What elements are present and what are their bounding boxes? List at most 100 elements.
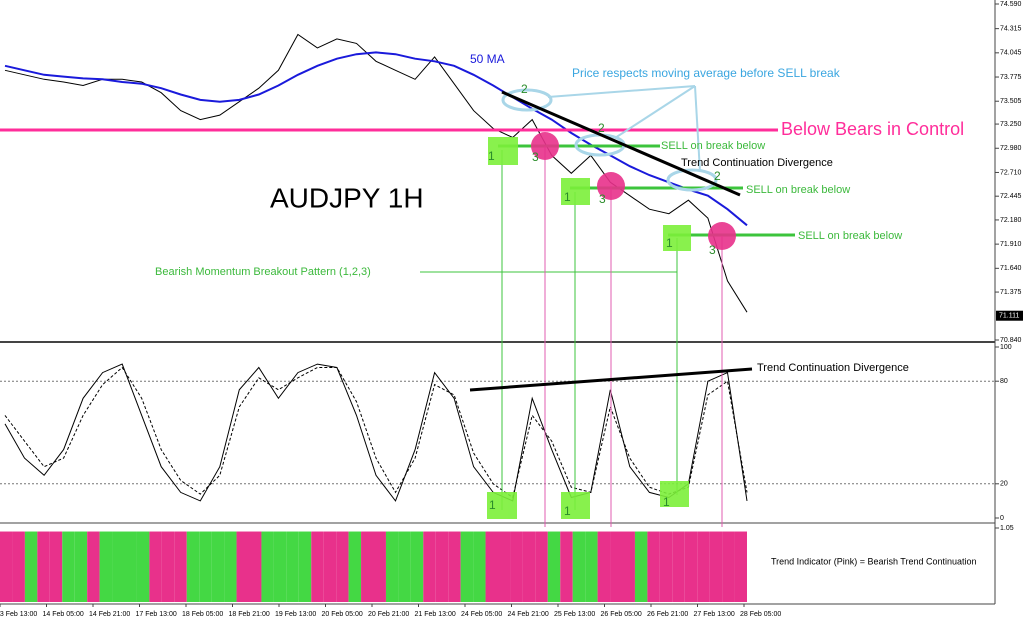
x-tick-label: 26 Feb 05:00	[601, 611, 642, 618]
x-tick-label: 27 Feb 13:00	[694, 611, 735, 618]
point-label: 1	[488, 149, 495, 163]
vertical-markers	[501, 150, 678, 510]
trend-bar	[385, 531, 399, 602]
trend-bar	[634, 531, 648, 602]
trend-bar	[37, 531, 50, 602]
annotation: SELL on break below	[661, 140, 765, 152]
trend-bar	[709, 531, 723, 602]
trend-bar	[510, 531, 523, 602]
trend-bar	[423, 531, 436, 602]
point-label: 2	[521, 82, 528, 96]
x-tick-label: 14 Feb 05:00	[43, 611, 84, 618]
annotation: Trend Indicator (Pink) = Bearish Trend C…	[771, 556, 977, 566]
trend-bar	[535, 531, 548, 602]
x-tick-label: 24 Feb 21:00	[508, 611, 549, 618]
chart-title: AUDJPY 1H	[270, 182, 424, 213]
trend-bar	[298, 531, 312, 602]
point-label: 1	[663, 495, 670, 509]
point-label: 1	[564, 504, 571, 518]
x-tick-label: 25 Feb 13:00	[554, 611, 595, 618]
series-line	[4, 366, 748, 499]
x-tick-label: 18 Feb 21:00	[229, 611, 270, 618]
trend-bar	[622, 531, 635, 602]
x-tick-label: 14 Feb 21:00	[89, 611, 130, 618]
trend-bar	[522, 531, 536, 602]
point-label: 1	[489, 498, 496, 512]
trend-bar	[485, 531, 498, 602]
trend-bar	[734, 531, 747, 602]
y-tick-label: 71.640	[1000, 265, 1022, 272]
trend-bar	[236, 531, 249, 602]
trend-bar	[410, 531, 424, 602]
trend-bar	[273, 531, 287, 602]
trend-bar	[323, 531, 337, 602]
trend-bar	[186, 531, 200, 602]
annotation: Bearish Momentum Breakout Pattern (1,2,3…	[155, 266, 371, 278]
x-tick-label: 21 Feb 13:00	[415, 611, 456, 618]
annotation: Price respects moving average before SEL…	[572, 66, 841, 80]
annotation: SELL on break below	[798, 230, 902, 242]
trend-bar	[647, 531, 660, 602]
trend-bar	[435, 531, 449, 602]
x-tick-label: 13 Feb 13:00	[0, 611, 37, 618]
trend-bar	[684, 531, 698, 602]
trend-bar	[560, 531, 573, 602]
y-tick-label: 74.045	[1000, 50, 1022, 57]
annotation: Below Bears in Control	[781, 119, 964, 139]
y-tick-label: 1.05	[1000, 525, 1014, 532]
x-tick-label: 20 Feb 05:00	[322, 611, 363, 618]
trend-bar	[610, 531, 623, 602]
trend-bar	[261, 531, 274, 602]
point-label: 3	[599, 192, 606, 206]
trend-bar	[62, 531, 75, 602]
y-tick-label: 74.590	[1000, 1, 1022, 8]
y-tick-label: 73.250	[1000, 121, 1022, 128]
trend-bar	[49, 531, 63, 602]
trend-bar	[336, 531, 349, 602]
trend-bar	[473, 531, 486, 602]
point-label: 3	[532, 150, 539, 164]
y-tick-label: 70.840	[1000, 337, 1022, 344]
trend-bar	[149, 531, 162, 602]
trend-bar	[498, 531, 511, 602]
current-price-tag	[996, 310, 1023, 321]
trend-bar	[373, 531, 386, 602]
trend-bar	[286, 531, 299, 602]
y-tick-label: 71.375	[1000, 289, 1022, 296]
x-tick-label: 19 Feb 13:00	[275, 611, 316, 618]
trend-bar	[697, 531, 710, 602]
trend-bar	[398, 531, 411, 602]
y-tick-label: 72.180	[1000, 217, 1022, 224]
point-labels: 1 2 3 2 1 3 2 1 3 1 1 1	[488, 82, 721, 518]
current-price-label: 71.111	[999, 313, 1019, 320]
point-label: 1	[564, 190, 571, 204]
x-tick-label: 20 Feb 21:00	[368, 611, 409, 618]
trend-line	[469, 367, 753, 392]
x-tick-label: 17 Feb 13:00	[136, 611, 177, 618]
trend-bar	[659, 531, 673, 602]
trend-bar	[249, 531, 262, 602]
trend-line	[501, 90, 741, 197]
y-tick-label: 73.775	[1000, 74, 1022, 81]
point-label: 1	[666, 236, 673, 250]
trend-bar	[12, 531, 25, 602]
trend-bar	[448, 531, 461, 602]
trend-bar	[136, 531, 150, 602]
y-tick-label: 74.315	[1000, 25, 1022, 32]
point-label: 2	[598, 121, 605, 135]
trend-bar	[112, 531, 125, 602]
trend-bar	[585, 531, 598, 602]
trend-bar	[722, 531, 735, 602]
y-tick-label: 72.980	[1000, 145, 1022, 152]
trend-bar	[87, 531, 100, 602]
point-label: 2	[714, 169, 721, 183]
y-tick-label: 72.710	[1000, 169, 1022, 176]
trend-bar	[174, 531, 187, 602]
trend-bar	[124, 531, 137, 602]
trend-bar	[161, 531, 175, 602]
ma-label: 50 MA	[470, 52, 505, 66]
ma-touch-marks	[501, 85, 718, 192]
point-1-boxes	[487, 137, 691, 519]
